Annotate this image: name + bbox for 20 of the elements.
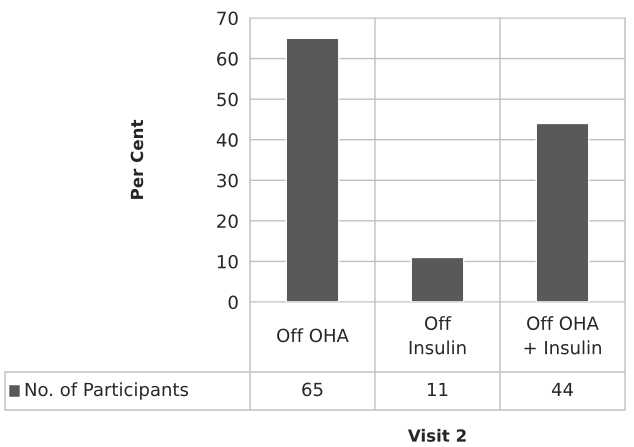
- data-label: 44: [552, 382, 573, 396]
- bar: [286, 38, 340, 302]
- y-tick-label: 20: [217, 214, 238, 228]
- y-tick-label: 30: [217, 174, 238, 188]
- data-label: 11: [428, 382, 448, 396]
- y-tick-label: 0: [228, 295, 238, 310]
- y-tick-label: 10: [218, 254, 238, 269]
- x-axis-title: Visit 2: [408, 428, 466, 442]
- y-axis-title: Per Cent: [130, 120, 144, 199]
- x-tick-label: Off OHA: [277, 328, 349, 342]
- x-tick-label: Off Insulin: [410, 316, 466, 354]
- y-tick-label: 50: [217, 92, 238, 106]
- x-tick-label: Off OHA + Insulin: [524, 316, 601, 354]
- y-tick-label: 40: [216, 133, 238, 147]
- bar: [536, 122, 590, 302]
- bar: [410, 256, 464, 302]
- y-tick-label: 70: [217, 11, 238, 26]
- data-label: 65: [302, 382, 322, 396]
- y-tick-label: 60: [217, 52, 238, 66]
- legend-label: No. of Participants: [26, 382, 188, 400]
